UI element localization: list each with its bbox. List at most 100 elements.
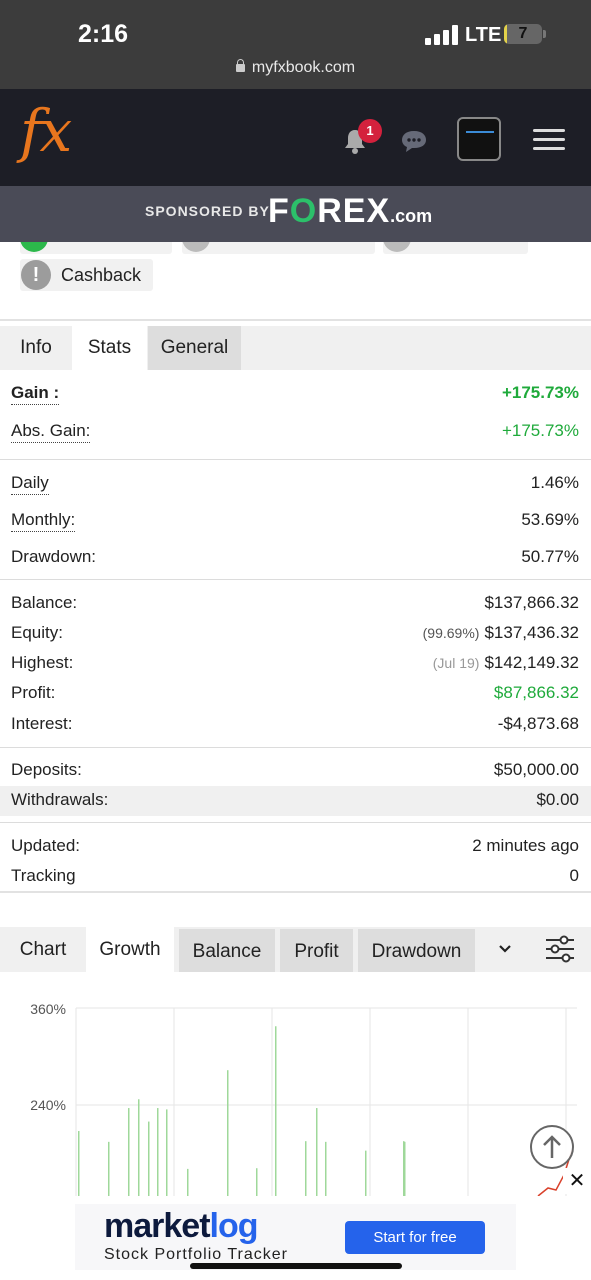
chart-bar — [365, 1150, 367, 1198]
stat-updated: Updated: 2 minutes ago — [0, 832, 591, 862]
stat-label: Withdrawals: — [11, 790, 109, 809]
stat-gain: Gain : +175.73% — [0, 379, 591, 409]
stat-value: +175.73% — [501, 383, 579, 402]
stat-value: $142,149.32 — [484, 653, 579, 672]
url-text: myfxbook.com — [251, 59, 356, 76]
close-ad-icon[interactable]: ✕ — [563, 1168, 591, 1194]
stat-note: (99.69%) — [422, 625, 480, 641]
scroll-to-top-button[interactable] — [530, 1125, 574, 1169]
chart-bar — [404, 1141, 406, 1198]
tab-chart[interactable]: Chart — [19, 939, 67, 960]
stat-label: Updated: — [11, 836, 80, 855]
chart-bar — [78, 1131, 80, 1198]
separator — [0, 747, 591, 748]
chat-bubble-icon[interactable] — [400, 129, 428, 153]
filter-sliders-icon[interactable] — [545, 935, 575, 963]
network-type: LTE — [465, 24, 502, 46]
stat-value: 2 minutes ago — [472, 836, 579, 855]
chart-bar — [316, 1108, 318, 1198]
stat-tracking: Tracking 0 — [0, 862, 591, 892]
sponsor-banner[interactable]: SPONSORED BY FOREX.com — [0, 186, 591, 242]
stat-abs-gain: Abs. Gain: +175.73% — [0, 417, 591, 447]
chart-bar — [403, 1141, 405, 1198]
url-bar[interactable]: myfxbook.com — [0, 58, 591, 89]
battery-icon: 7 — [504, 24, 542, 44]
chart-tabs: Chart Growth Balance Profit Drawdown — [0, 927, 591, 972]
stat-label: Interest: — [11, 714, 73, 733]
notification-badge: 1 — [358, 119, 382, 143]
stat-label: Profit: — [11, 683, 56, 702]
stat-label: Balance: — [11, 593, 78, 612]
divider — [0, 319, 591, 321]
tab-general[interactable]: General — [148, 326, 241, 370]
chart-bar — [325, 1141, 327, 1198]
stat-value: 53.69% — [521, 510, 579, 529]
stat-label[interactable]: Monthly: — [11, 510, 76, 532]
stat-label: Deposits: — [11, 760, 82, 779]
ad-tagline: Stock Portfolio Tracker — [104, 1246, 288, 1263]
stat-value: $50,000.00 — [493, 760, 579, 779]
chevron-down-icon[interactable] — [499, 942, 511, 954]
stat-label: Highest: — [11, 653, 74, 672]
stat-label: Drawdown: — [11, 547, 97, 566]
stat-profit: Profit: $87,866.32 — [0, 679, 591, 709]
stat-label[interactable]: Gain : — [11, 383, 60, 405]
ad-banner[interactable]: ✕ marketlog Stock Portfolio Tracker Star… — [0, 1168, 591, 1280]
user-avatar[interactable] — [457, 117, 501, 161]
growth-line — [537, 1149, 573, 1197]
stat-value: $137,866.32 — [484, 593, 579, 612]
status-time: 2:16 — [78, 20, 129, 48]
battery-level: 7 — [518, 25, 528, 42]
stat-note: (Jul 19) — [432, 655, 480, 671]
chart-bar — [275, 1026, 277, 1198]
stat-monthly: Monthly: 53.69% — [0, 506, 591, 536]
separator — [0, 579, 591, 580]
badge-cashback[interactable]: ! Cashback — [20, 259, 153, 291]
stat-value: $87,866.32 — [493, 683, 579, 702]
tab-info[interactable]: Info — [20, 337, 52, 358]
tab-profit[interactable]: Profit — [280, 929, 353, 972]
site-logo[interactable]: fx — [20, 97, 72, 165]
tab-stats[interactable]: Stats — [72, 326, 147, 370]
stat-value: $137,436.32 — [484, 623, 579, 642]
y-tick-label: 240% — [30, 1097, 66, 1113]
chart-bar — [227, 1070, 229, 1198]
stat-label[interactable]: Abs. Gain: — [11, 421, 91, 443]
notification-bell-icon[interactable]: 1 — [341, 119, 382, 155]
growth-chart: 360% 240% — [0, 990, 591, 1198]
exclamation-icon: ! — [21, 260, 51, 290]
stat-equity: Equity: (99.69%) $137,436.32 — [0, 619, 591, 649]
stat-withdrawals: Withdrawals: $0.00 — [0, 786, 591, 816]
status-bar: 2:16 LTE 7 — [0, 0, 591, 58]
home-indicator[interactable] — [190, 1263, 402, 1269]
chart-bar — [166, 1109, 168, 1198]
info-tabs: Info Stats General — [0, 326, 591, 370]
lock-icon — [235, 59, 245, 72]
badge-label: Cashback — [61, 265, 142, 285]
divider — [0, 891, 591, 893]
tab-growth[interactable]: Growth — [86, 927, 174, 972]
chart-bar — [187, 1168, 189, 1198]
stat-value: 0 — [569, 866, 579, 885]
stat-drawdown: Drawdown: 50.77% — [0, 543, 591, 573]
stat-value: -$4,873.68 — [497, 714, 579, 733]
ad-cta-button[interactable]: Start for free — [345, 1221, 485, 1254]
stat-label: Tracking — [11, 866, 76, 885]
ad-brand: marketlog — [104, 1207, 258, 1245]
stat-label[interactable]: Daily — [11, 473, 49, 495]
chart-bar — [138, 1099, 140, 1198]
ad-content[interactable]: marketlog Stock Portfolio Tracker Start … — [75, 1204, 516, 1270]
stat-value: $0.00 — [536, 790, 579, 809]
sponsor-brand: FOREX.com — [268, 192, 433, 230]
badges-row-clipped — [0, 242, 591, 254]
chart-bar — [148, 1121, 150, 1198]
sponsor-prefix: SPONSORED BY — [145, 203, 270, 219]
chart-bar — [108, 1141, 110, 1198]
site-header: fx 1 — [0, 89, 591, 186]
separator — [0, 822, 591, 823]
tab-balance[interactable]: Balance — [179, 929, 275, 972]
tab-drawdown[interactable]: Drawdown — [358, 929, 475, 972]
stat-daily: Daily 1.46% — [0, 469, 591, 499]
stat-interest: Interest: -$4,873.68 — [0, 710, 591, 740]
menu-icon[interactable] — [533, 129, 565, 151]
